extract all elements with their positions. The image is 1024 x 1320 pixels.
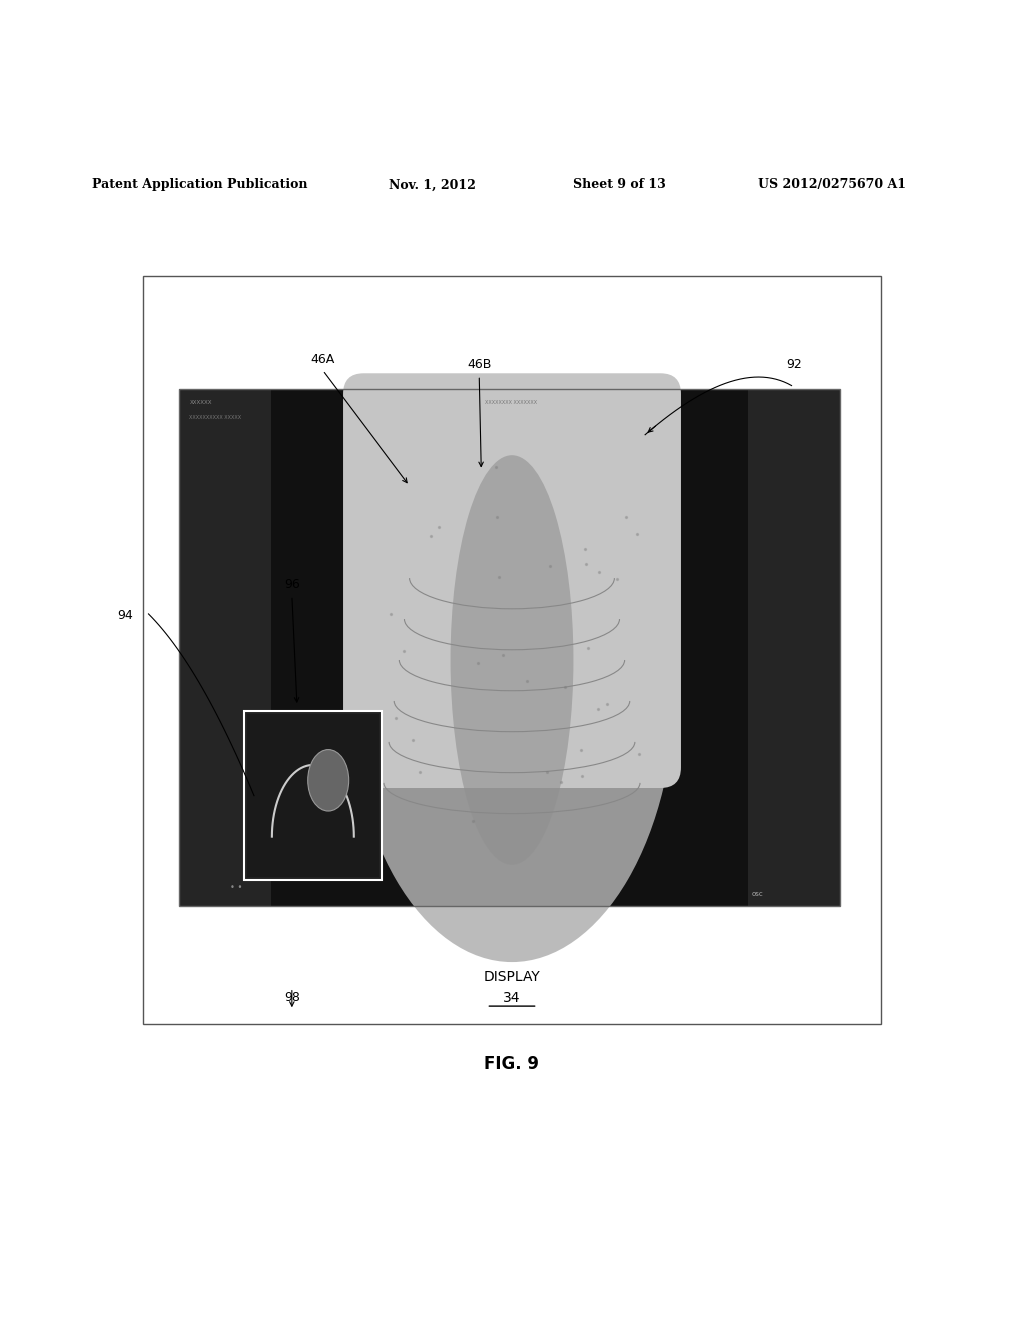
Text: DISPLAY: DISPLAY <box>483 970 541 985</box>
Point <box>431 516 447 537</box>
Point <box>572 739 589 760</box>
Point <box>487 457 504 478</box>
Point <box>577 539 593 560</box>
Point <box>631 743 647 764</box>
Bar <box>247 714 379 876</box>
Bar <box>244 711 382 880</box>
Point <box>553 771 569 792</box>
Point <box>542 556 558 577</box>
Point <box>591 562 607 583</box>
Text: 96: 96 <box>284 578 300 591</box>
Text: Sheet 9 of 13: Sheet 9 of 13 <box>573 178 667 191</box>
Point <box>608 568 625 589</box>
Point <box>382 603 398 624</box>
Point <box>465 810 481 832</box>
Ellipse shape <box>348 399 676 962</box>
Text: 94: 94 <box>118 610 133 623</box>
Point <box>573 766 590 787</box>
Text: Nov. 1, 2012: Nov. 1, 2012 <box>389 178 476 191</box>
Point <box>395 640 412 661</box>
Bar <box>179 388 840 906</box>
Text: 46A: 46A <box>310 354 335 366</box>
FancyBboxPatch shape <box>343 374 681 788</box>
Text: XXXXXXXX XXXXXXX: XXXXXXXX XXXXXXX <box>485 400 538 405</box>
Point <box>590 698 606 719</box>
Text: FIG. 9: FIG. 9 <box>484 1056 540 1073</box>
Text: • •: • • <box>230 883 243 892</box>
Bar <box>179 388 271 906</box>
Text: XXXXXXXXXX XXXXX: XXXXXXXXXX XXXXX <box>189 416 242 420</box>
Point <box>629 523 645 544</box>
Point <box>388 708 404 729</box>
Point <box>404 730 421 751</box>
Point <box>556 677 572 698</box>
Text: 98: 98 <box>284 991 300 1003</box>
Bar <box>179 388 840 906</box>
Text: Patent Application Publication: Patent Application Publication <box>92 178 307 191</box>
Point <box>490 566 507 587</box>
Ellipse shape <box>451 455 573 865</box>
Text: XXXXXX: XXXXXX <box>189 400 212 405</box>
Bar <box>748 388 840 906</box>
Text: 92: 92 <box>786 358 802 371</box>
Point <box>488 507 505 528</box>
Point <box>495 644 511 665</box>
Point <box>617 507 634 528</box>
Point <box>539 762 555 783</box>
Point <box>518 671 535 692</box>
Text: US 2012/0275670 A1: US 2012/0275670 A1 <box>758 178 906 191</box>
Point <box>578 553 594 574</box>
Text: osc: osc <box>752 891 764 896</box>
Point <box>599 693 615 714</box>
Point <box>423 525 439 546</box>
Bar <box>143 276 881 1023</box>
Point <box>580 638 596 659</box>
Bar <box>179 388 840 906</box>
Text: 46B: 46B <box>467 358 492 371</box>
Point <box>469 652 485 673</box>
Point <box>412 762 428 783</box>
Ellipse shape <box>307 750 348 810</box>
Text: 34: 34 <box>503 991 521 1005</box>
